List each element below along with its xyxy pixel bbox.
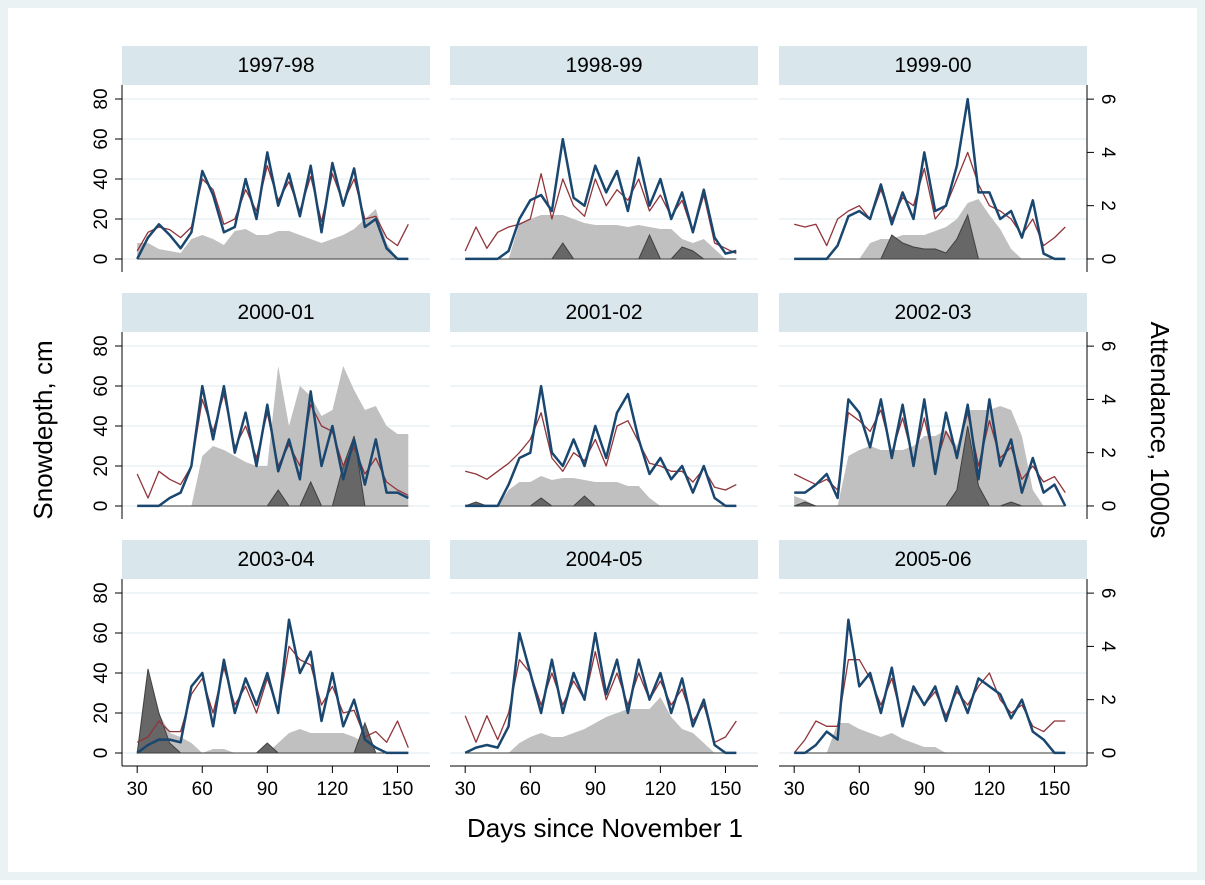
snow-area xyxy=(465,215,737,259)
x-axis-label: Days since November 1 xyxy=(467,813,743,843)
x-tick-label: 90 xyxy=(257,779,278,800)
strip xyxy=(779,540,1087,579)
panel-title: 2005-06 xyxy=(894,548,971,571)
strip xyxy=(122,540,430,579)
x-tick-label: 60 xyxy=(520,779,541,800)
attendance-line xyxy=(137,384,409,508)
panel-title: 1999-00 xyxy=(894,54,971,77)
snow-area xyxy=(794,213,1066,260)
y-tick-label: 0 xyxy=(91,748,112,759)
y2-tick-label: 6 xyxy=(1097,341,1118,352)
panel-title: 2000-01 xyxy=(237,301,314,324)
x-tick-label: 30 xyxy=(455,779,476,800)
x-tick-label: 90 xyxy=(914,779,935,800)
attendance-line xyxy=(794,97,1066,261)
x-tick-label: 90 xyxy=(585,779,606,800)
attendance-line xyxy=(136,618,409,755)
y2-tick-label: 6 xyxy=(1097,94,1118,105)
snow-area xyxy=(137,435,409,507)
snow-area xyxy=(136,668,409,754)
y2-tick-label: 0 xyxy=(1097,748,1118,759)
y-tick-label: 60 xyxy=(91,128,112,149)
y-tick-label: 80 xyxy=(91,582,112,603)
y-tick-label: 20 xyxy=(91,702,112,723)
strip xyxy=(450,293,758,332)
snow-area xyxy=(465,233,737,260)
x-tick-label: 120 xyxy=(974,779,1006,800)
panel-title: 2003-04 xyxy=(237,548,314,571)
y-tick-label: 0 xyxy=(91,501,112,512)
y-tick-label: 60 xyxy=(91,622,112,643)
x-tick-label: 150 xyxy=(382,779,414,800)
snow-area xyxy=(794,406,1066,506)
x-tick-label: 30 xyxy=(127,779,148,800)
snow-area xyxy=(137,209,409,259)
y2-tick-label: 2 xyxy=(1097,200,1118,211)
strip xyxy=(779,46,1087,85)
y2-tick-label: 2 xyxy=(1097,694,1118,705)
snow-area xyxy=(794,723,1066,753)
y-tick-label: 80 xyxy=(91,335,112,356)
snow-area xyxy=(794,425,1066,507)
y-tick-label: 40 xyxy=(91,415,112,436)
panel-title: 2002-03 xyxy=(894,301,971,324)
x-tick-label: 150 xyxy=(710,779,742,800)
attendance-line xyxy=(465,384,737,508)
y-tick-label: 40 xyxy=(91,168,112,189)
strip xyxy=(122,293,430,332)
y2-tick-label: 6 xyxy=(1097,588,1118,599)
y-tick-label: 80 xyxy=(91,88,112,109)
x-tick-label: 60 xyxy=(849,779,870,800)
snow-area xyxy=(465,476,737,506)
strip xyxy=(779,293,1087,332)
y2-tick-label: 0 xyxy=(1097,254,1118,265)
x-tick-label: 150 xyxy=(1039,779,1071,800)
snow-area xyxy=(794,199,1066,259)
x-tick-label: 60 xyxy=(192,779,213,800)
y-tick-label: 40 xyxy=(91,662,112,683)
attendance-line xyxy=(465,137,737,261)
panel-title: 2001-02 xyxy=(565,301,642,324)
snow-area xyxy=(465,495,737,507)
y2-tick-label: 4 xyxy=(1097,394,1118,405)
attendance-line xyxy=(464,631,737,755)
y2-tick-label: 4 xyxy=(1097,641,1118,652)
attendance-line xyxy=(794,398,1067,507)
y2-tick-label: 0 xyxy=(1097,501,1118,512)
strip xyxy=(450,540,758,579)
x-tick-label: 30 xyxy=(784,779,805,800)
x-tick-label: 120 xyxy=(317,779,349,800)
y-tick-label: 20 xyxy=(91,208,112,229)
strip xyxy=(122,46,430,85)
snow-area xyxy=(465,697,737,753)
y2-tick-label: 2 xyxy=(1097,447,1118,458)
panel-title: 1998-99 xyxy=(565,54,642,77)
panel-title: 2004-05 xyxy=(565,548,642,571)
y-tick-label: 0 xyxy=(91,254,112,265)
snow-area xyxy=(137,703,409,753)
y2-tick-label: 4 xyxy=(1097,147,1118,158)
attendance-line xyxy=(794,618,1066,755)
x-tick-label: 120 xyxy=(645,779,677,800)
y2-axis-label: Attendance, 1000s xyxy=(1145,322,1175,539)
panel-title: 1997-98 xyxy=(237,54,314,77)
y-tick-label: 20 xyxy=(91,455,112,476)
y-axis-label: Snowdepth, cm xyxy=(28,340,58,519)
strip xyxy=(450,46,758,85)
attendance-line xyxy=(136,151,409,261)
y-tick-label: 60 xyxy=(91,375,112,396)
attendance-line xyxy=(465,412,737,491)
